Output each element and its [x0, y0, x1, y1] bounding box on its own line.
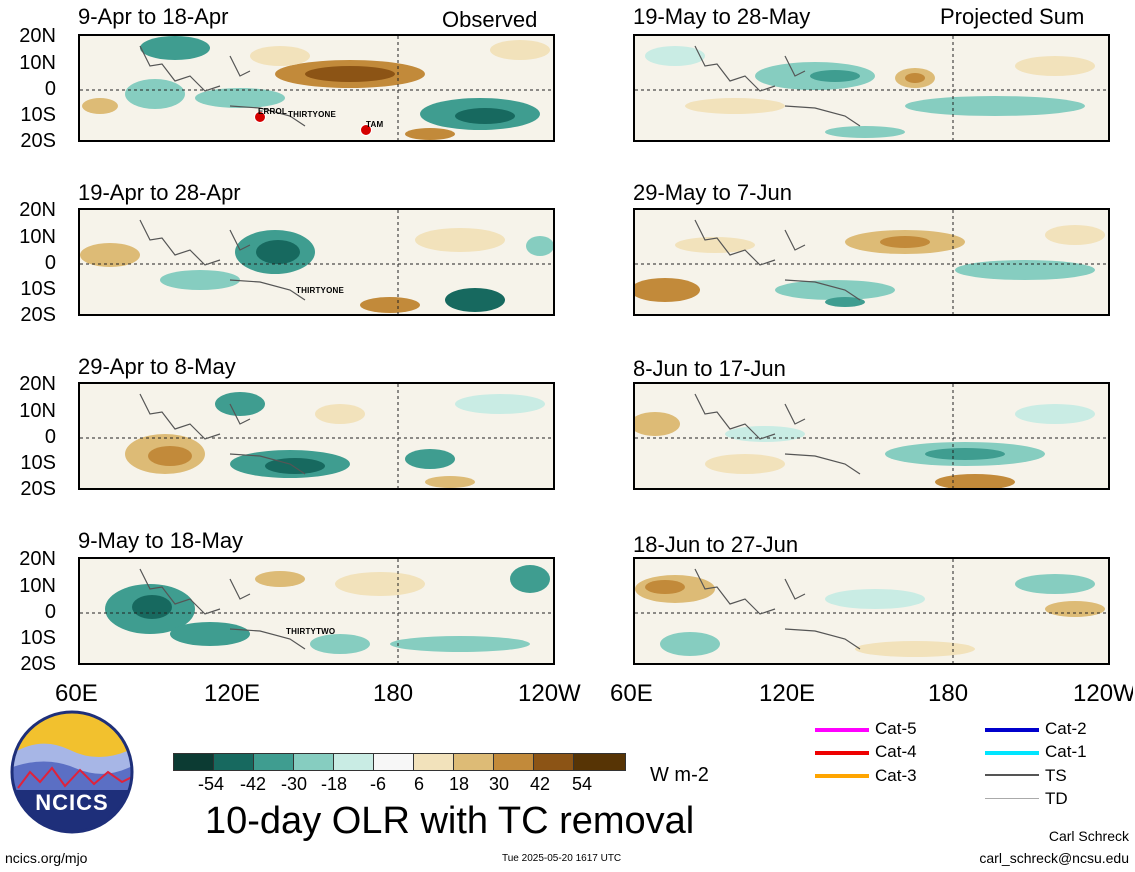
colorbar-label: 30 — [489, 774, 510, 794]
panel-title: 9-Apr to 18-Apr — [78, 4, 229, 29]
colorbar-label: -6 — [370, 774, 387, 794]
lat-label: 20S — [20, 304, 56, 326]
lat-label: 20S — [20, 130, 56, 152]
panel-title: 19-May to 28-May — [633, 4, 811, 29]
lat-label: 10S — [20, 278, 56, 300]
storm-marker — [254, 111, 266, 123]
olr-map — [78, 34, 555, 142]
lat-label: 10S — [20, 627, 56, 649]
olr-map — [633, 557, 1110, 665]
lat-label: 20N — [19, 548, 56, 570]
panel-title: 18-Jun to 27-Jun — [633, 532, 799, 557]
lat-label: 10S — [20, 452, 56, 474]
legend-swatch-cat5 — [815, 728, 869, 732]
legend-swatch-cat2 — [985, 728, 1039, 732]
lon-label: 60E — [610, 680, 653, 707]
storm-label-thirtytwo: THIRTYTWO — [286, 627, 336, 636]
legend-swatch-ts — [985, 774, 1039, 776]
colorbar-swatch — [533, 753, 574, 771]
legend-swatch-cat1 — [985, 751, 1039, 755]
lon-label: 180 — [373, 680, 414, 707]
lat-label: 20N — [19, 25, 56, 47]
lat-label: 0 — [44, 78, 56, 100]
timestamp: Tue 2025-05-20 1617 UTC — [502, 853, 622, 864]
colorbar-label: -42 — [240, 774, 267, 794]
colorbar-label: -54 — [198, 774, 225, 794]
panel-title: 29-May to 7-Jun — [633, 180, 792, 205]
projected-label: Projected Sum — [940, 4, 1085, 29]
panel-title: 19-Apr to 28-Apr — [78, 180, 241, 205]
colorbar-swatch — [173, 753, 214, 771]
colorbar-swatch — [573, 753, 626, 771]
panel-title: 9-May to 18-May — [78, 528, 244, 553]
colorbar-swatch — [453, 753, 494, 771]
lat-label: 20S — [20, 478, 56, 500]
panel-title: 8-Jun to 17-Jun — [633, 356, 786, 381]
olr-map — [78, 382, 555, 490]
olr-map — [633, 208, 1110, 316]
storm-label-errol: ERROL — [258, 107, 287, 116]
colorbar-label: 42 — [530, 774, 551, 794]
olr-map — [633, 34, 1110, 142]
colorbar-swatch — [253, 753, 294, 771]
site-link[interactable]: ncics.org/mjo — [5, 850, 88, 866]
lat-label: 0 — [44, 426, 56, 448]
lon-label: 120W — [1073, 680, 1133, 707]
legend-label: TD — [1045, 789, 1068, 808]
lat-label: 0 — [44, 252, 56, 274]
storm-label-tam: TAM — [366, 120, 384, 129]
legend-label: Cat-2 — [1045, 719, 1087, 738]
lat-label: 10S — [20, 104, 56, 126]
legend-label: Cat-1 — [1045, 742, 1087, 761]
storm-label-thirtyone: THIRTYONE — [288, 110, 337, 119]
storm-label-thirtyone: THIRTYONE — [296, 286, 345, 295]
colorbar-swatch — [413, 753, 454, 771]
author-email[interactable]: carl_schreck@ncsu.edu — [979, 850, 1129, 866]
colorbar-label: 6 — [414, 774, 425, 794]
legend-label: Cat-4 — [875, 742, 917, 761]
lat-label: 0 — [44, 601, 56, 623]
legend-label: Cat-3 — [875, 766, 917, 785]
ncics-logo: NCICS — [10, 710, 134, 834]
colorbar-swatch — [213, 753, 254, 771]
lon-label: 180 — [928, 680, 969, 707]
colorbar-label: 54 — [572, 774, 593, 794]
storm-marker — [360, 124, 372, 136]
author-name: Carl Schreck — [1048, 828, 1129, 844]
colorbar-units: W m-2 — [650, 764, 709, 786]
lon-label: 60E — [55, 680, 98, 707]
legend-label: TS — [1045, 766, 1067, 785]
logo-text: NCICS — [35, 790, 109, 815]
lat-label: 20S — [20, 653, 56, 675]
lat-label: 20N — [19, 199, 56, 221]
colorbar-swatch — [493, 753, 534, 771]
colorbar-label: -18 — [321, 774, 348, 794]
panel-title: 29-Apr to 8-May — [78, 354, 236, 379]
lat-label: 10N — [19, 52, 56, 74]
lon-label: 120W — [518, 680, 581, 707]
lat-label: 10N — [19, 575, 56, 597]
colorbar-swatch — [373, 753, 414, 771]
lon-label: 120E — [204, 680, 261, 707]
olr-map — [633, 382, 1110, 490]
colorbar-label: -30 — [281, 774, 308, 794]
lat-label: 20N — [19, 373, 56, 395]
legend-swatch-cat4 — [815, 751, 869, 755]
colorbar-label: 18 — [449, 774, 470, 794]
colorbar-swatch — [333, 753, 374, 771]
legend-swatch-cat3 — [815, 774, 869, 778]
legend-swatch-td — [985, 798, 1039, 799]
lon-label: 120E — [759, 680, 816, 707]
olr-map — [78, 557, 555, 665]
olr-map — [78, 208, 555, 316]
colorbar-swatch — [293, 753, 334, 771]
lat-label: 10N — [19, 226, 56, 248]
observed-label: Observed — [442, 7, 538, 32]
lat-label: 10N — [19, 400, 56, 422]
legend-label: Cat-5 — [875, 719, 917, 738]
chart-title: 10-day OLR with TC removal — [205, 800, 695, 842]
